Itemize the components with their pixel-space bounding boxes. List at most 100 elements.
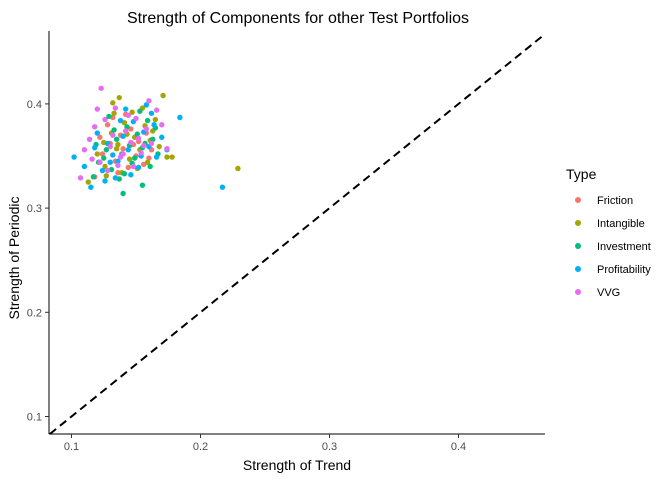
plot-area (49, 33, 546, 435)
legend-key-vvg (575, 289, 581, 295)
point-vvg-13 (133, 115, 139, 122)
legend-key-investment (575, 243, 581, 249)
series-investment (90, 108, 161, 197)
point-friction-7 (125, 164, 131, 171)
point-profitability-22 (112, 175, 119, 181)
legend: Type Friction Intangible Investment Profita… (566, 166, 651, 299)
point-friction-6 (120, 146, 126, 152)
point-investment-14 (150, 136, 156, 143)
chart-title: Strength of Components for other Test Po… (127, 10, 469, 27)
point-vvg-21 (104, 167, 111, 174)
point-vvg-24 (135, 135, 142, 141)
legend-key-profitability (575, 266, 581, 272)
point-vvg-17 (153, 107, 160, 113)
point-vvg-20 (94, 106, 101, 112)
point-friction-14 (104, 122, 111, 128)
legend-key-friction (575, 197, 581, 203)
x-tick-label-2: 0.2 (193, 441, 208, 453)
point-investment-7 (113, 136, 120, 143)
point-vvg-14 (138, 150, 144, 156)
series-intangible (85, 92, 241, 185)
point-investment-25 (101, 155, 107, 161)
point-profitability-24 (143, 102, 150, 108)
legend-label-vvg: VVG (597, 287, 620, 299)
point-friction-2 (99, 151, 106, 157)
legend-key-intangible (575, 220, 581, 226)
point-profitability-30 (148, 110, 155, 116)
point-investment-3 (90, 174, 97, 180)
point-vvg-19 (164, 146, 170, 152)
point-vvg-28 (146, 98, 152, 104)
point-vvg-6 (97, 159, 103, 165)
point-vvg-7 (102, 116, 108, 123)
point-profitability-5 (81, 163, 88, 170)
point-profitability-4 (88, 184, 94, 190)
point-intangible-14 (126, 156, 133, 162)
point-intangible-20 (156, 143, 162, 150)
series-vvg (77, 85, 170, 181)
point-profitability-25 (122, 106, 129, 112)
point-intangible-23 (129, 109, 135, 115)
point-vvg-29 (130, 163, 137, 170)
point-vvg-23 (125, 112, 131, 119)
point-intangible-8 (85, 179, 91, 185)
point-friction-19 (97, 134, 103, 140)
point-vvg-26 (110, 132, 116, 138)
point-vvg-15 (143, 126, 150, 132)
point-intangible-2 (160, 92, 166, 99)
point-intangible-10 (102, 163, 108, 170)
point-vvg-25 (120, 151, 126, 157)
point-profitability-23 (128, 172, 134, 178)
point-investment-20 (147, 163, 153, 170)
point-friction-18 (146, 155, 152, 161)
point-intangible-27 (113, 146, 120, 152)
y-tick-label-1: 0.1 (27, 412, 42, 424)
point-intangible-9 (94, 151, 101, 157)
legend-title: Type (566, 166, 597, 182)
point-investment-22 (132, 155, 138, 161)
point-intangible-30 (111, 110, 117, 116)
point-vvg-5 (92, 124, 98, 130)
point-profitability-7 (99, 167, 106, 174)
legend-label-profitability: Profitability (597, 264, 651, 276)
point-profitability-9 (110, 152, 116, 158)
point-intangible-19 (152, 116, 159, 123)
x-tick-label-4: 0.4 (451, 441, 466, 453)
legend-label-intangible: Intangible (597, 218, 645, 230)
point-investment-9 (124, 124, 130, 130)
point-investment-23 (121, 171, 128, 177)
series-profitability (71, 102, 226, 190)
point-investment-21 (111, 127, 117, 133)
point-profitability-27 (117, 117, 124, 124)
x-axis-title: Strength of Trend (243, 457, 351, 473)
point-investment-16 (106, 113, 112, 120)
axes: 0.1 0.2 0.3 0.4 0.1 0.2 0.3 0.4 (27, 31, 545, 453)
point-profitability-10 (115, 158, 121, 164)
x-tick-label-1: 0.1 (64, 441, 79, 453)
point-vvg-16 (148, 140, 155, 147)
point-investment-19 (137, 108, 143, 114)
point-vvg-12 (128, 139, 134, 146)
point-profitability-6 (92, 144, 98, 151)
point-investment-2 (139, 182, 146, 188)
point-intangible-7 (164, 154, 170, 160)
y-axis-title: Strength of Periodic (6, 197, 22, 320)
point-profitability-11 (120, 133, 126, 139)
x-tick-label-3: 0.3 (322, 441, 337, 453)
point-intangible-6 (169, 154, 175, 160)
point-intangible-21 (103, 173, 110, 179)
point-profitability-18 (153, 154, 160, 160)
point-investment-13 (144, 117, 151, 124)
point-intangible-25 (144, 159, 151, 165)
point-vvg-4 (86, 136, 93, 143)
y-tick-label-4: 0.4 (27, 99, 42, 111)
point-intangible-4 (110, 100, 116, 106)
point-vvg-30 (141, 142, 147, 149)
point-investment-5 (103, 147, 110, 153)
point-profitability-3 (71, 154, 77, 160)
reference-line (49, 33, 546, 435)
legend-label-investment: Investment (597, 241, 651, 253)
point-vvg-3 (81, 147, 88, 153)
point-profitability-29 (107, 159, 113, 165)
